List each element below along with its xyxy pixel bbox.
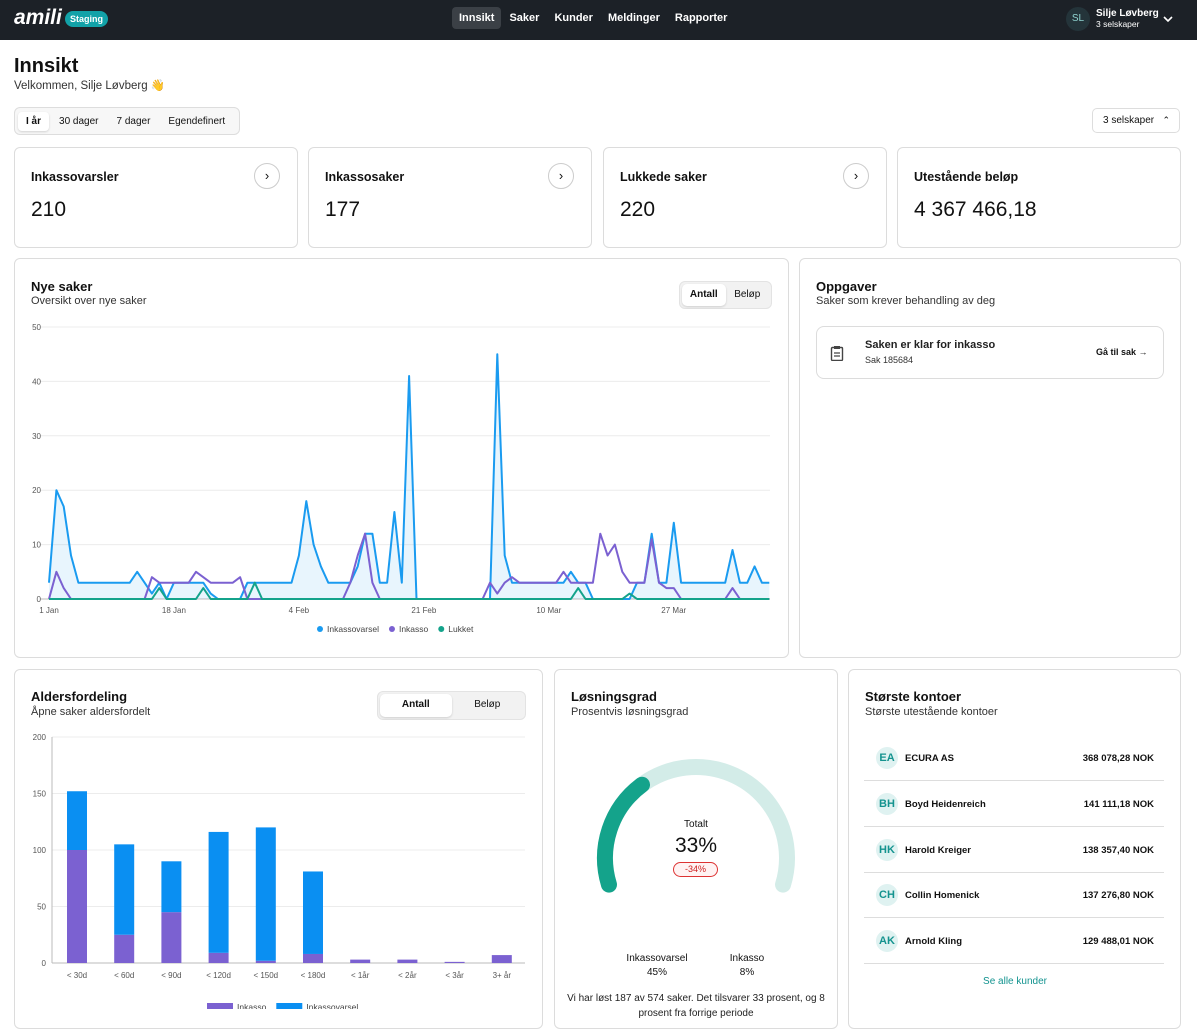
toggle: Antall Beløp: [377, 691, 526, 720]
account-amount: 368 078,28 NOK: [1082, 753, 1154, 764]
period-tab[interactable]: Egendefinert: [168, 115, 226, 127]
breakdown-label: Inkasso: [729, 953, 765, 964]
age-card: [14, 669, 543, 1029]
period-tabs: I år 30 dager 7 dager Egendefinert: [14, 107, 240, 135]
account-avatar: CH: [876, 884, 898, 907]
see-all-link[interactable]: Se alle kunder: [983, 976, 1047, 987]
task-ref: Sak 185684: [865, 355, 914, 365]
kpi-value: 177: [325, 198, 361, 221]
task-action[interactable]: Gå til sak →: [1096, 347, 1148, 357]
kpi-card: [603, 147, 887, 248]
company-select[interactable]: 3 selskaper ⌃: [1092, 108, 1180, 133]
account-row[interactable]: [864, 735, 1164, 781]
tasks-card: [799, 258, 1181, 658]
account-name: ECURA AS: [905, 753, 954, 764]
nav-item[interactable]: Meldinger: [607, 12, 660, 24]
period-tab[interactable]: 7 dager: [116, 115, 151, 127]
kpi-value: 220: [620, 198, 656, 221]
breakdown-label: Inkassovarsel: [626, 953, 688, 964]
card-title: Løsningsgrad: [571, 689, 657, 704]
nav-item[interactable]: Kunder: [554, 12, 593, 24]
kpi-label: Inkassovarsler: [31, 170, 119, 184]
nav-item[interactable]: Saker: [509, 12, 540, 24]
kpi-card: [308, 147, 592, 248]
kpi-value: 210: [31, 198, 67, 221]
kpi-value: 4 367 466,18: [914, 198, 1037, 221]
card-subtitle: Prosentvis løsningsgrad: [571, 706, 689, 718]
account-amount: 141 111,18 NOK: [1083, 798, 1154, 810]
card-title: Nye saker: [31, 279, 93, 294]
account-row[interactable]: [864, 872, 1164, 919]
logo[interactable]: amili: [14, 6, 62, 29]
card-subtitle: Åpne saker aldersfordelt: [31, 706, 151, 718]
task-item[interactable]: Saken er klar for inkasso Sak 185684 Gå …: [816, 326, 1164, 379]
account-name: Arnold Kling: [905, 936, 962, 948]
account-avatar: EA: [876, 747, 898, 769]
company-select-label: 3 selskaper: [1103, 115, 1155, 126]
account-row[interactable]: [864, 918, 1164, 965]
env-badge: Staging: [65, 11, 108, 27]
account-avatar: HK: [876, 838, 898, 861]
account-amount: 137 276,80 NOK: [1082, 890, 1154, 902]
kpi-label: Utestående beløp: [914, 170, 1019, 184]
task-title: Saken er klar for inkasso: [865, 339, 996, 351]
navbar: [0, 0, 1197, 40]
period-tab[interactable]: I år: [18, 111, 50, 131]
page-title: Innsikt: [14, 55, 79, 77]
kpi-card: [14, 147, 298, 248]
clipboard-icon: [830, 346, 844, 361]
card-subtitle: Oversikt over nye saker: [31, 295, 147, 307]
task-action-label: Gå til sak: [1096, 347, 1137, 357]
kpi-label: Lukkede saker: [620, 170, 707, 184]
change-badge: -34%: [673, 862, 718, 877]
nav-item[interactable]: Innsikt: [452, 7, 502, 29]
account-name: Boyd Heidenreich: [905, 798, 986, 810]
breakdown-value: 45%: [646, 967, 667, 978]
page-subtitle: Velkommen, Silje Løvberg 👋: [14, 80, 166, 92]
gauge-label: Totalt: [684, 819, 708, 830]
card-subtitle: Saker som krever behandling av deg: [816, 295, 996, 307]
toggle-option[interactable]: Antall: [682, 284, 726, 306]
select-icon: ⌃: [1162, 115, 1170, 125]
account-name: Harold Kreiger: [905, 844, 971, 856]
kpi-label: Inkassosaker: [325, 170, 405, 184]
card-title: Største kontoer: [865, 689, 962, 704]
card-title: Oppgaver: [816, 279, 877, 294]
nav-item[interactable]: Rapporter: [674, 12, 728, 24]
account-avatar: AK: [876, 930, 898, 953]
gauge-value: 33%: [674, 834, 718, 857]
solution-text: Vi har løst 187 av 574 saker. Det tilsva…: [567, 993, 825, 1019]
account-name: Collin Homenick: [905, 890, 980, 902]
nav-menu: Innsikt Saker Kunder Meldinger Rapporter: [452, 7, 734, 29]
card-title: Aldersfordeling: [31, 689, 128, 704]
card-subtitle: Største utestående kontoer: [865, 706, 998, 718]
kpi-open[interactable]: ›: [548, 163, 574, 189]
kpi-open[interactable]: ›: [254, 163, 280, 189]
account-amount: 138 357,40 NOK: [1082, 844, 1154, 856]
toggle-option[interactable]: Beløp: [474, 699, 501, 710]
user-chevron[interactable]: [1162, 14, 1174, 24]
avatar[interactable]: SL: [1066, 7, 1090, 31]
account-row[interactable]: [864, 781, 1164, 827]
kpi-open[interactable]: ›: [843, 163, 869, 189]
user-companies: 3 selskaper: [1096, 19, 1140, 29]
kpi-card: [897, 147, 1181, 248]
account-amount: 129 488,01 NOK: [1082, 936, 1154, 948]
toggle: Antall Beløp: [679, 281, 772, 309]
toggle-option[interactable]: Antall: [380, 694, 452, 717]
period-tab[interactable]: 30 dager: [59, 115, 99, 127]
breakdown-value: 8%: [739, 967, 755, 978]
new-cases-card: [14, 258, 789, 658]
account-avatar: BH: [876, 792, 898, 815]
user-name[interactable]: Silje Løvberg: [1096, 8, 1159, 19]
toggle-option[interactable]: Beløp: [734, 289, 761, 300]
account-row[interactable]: [864, 827, 1164, 873]
